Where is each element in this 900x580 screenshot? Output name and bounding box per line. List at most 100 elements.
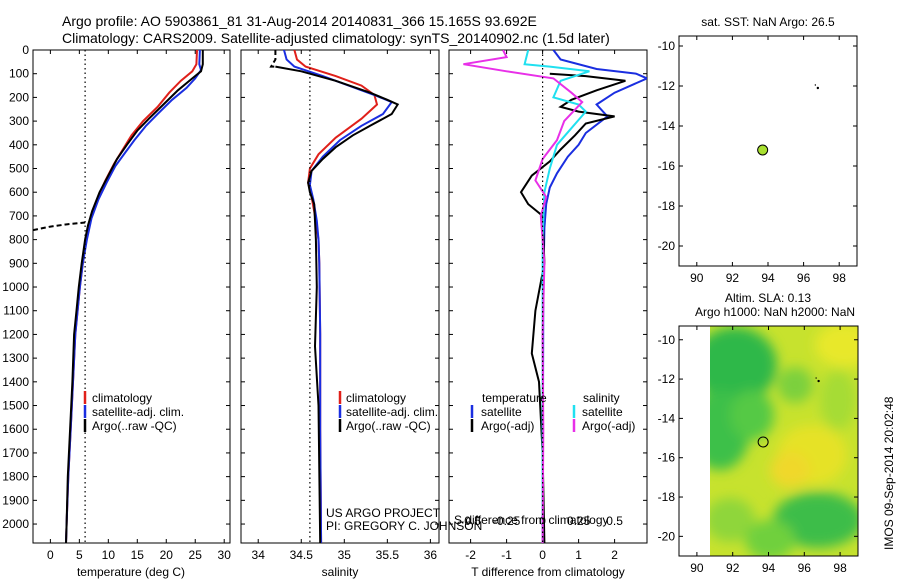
- map-x-tick-label: 90: [690, 561, 704, 575]
- x-tick-label: 0: [539, 548, 546, 562]
- x-tick-label: 35.5: [376, 548, 400, 562]
- track-dot: [814, 84, 817, 86]
- salinity-legend: climatology satellite-adj. clim. Argo(..…: [338, 391, 438, 433]
- sla-map-ticks: 90 92 94 96 98 -10 -12 -14 -16 -18 -20: [658, 326, 858, 575]
- legend-satellite: satellite-adj. clim.: [92, 405, 184, 419]
- difference-y-ticks: [449, 49, 647, 525]
- credit-project: US ARGO PROJECT: [326, 506, 441, 520]
- series-temperature-argo-adj-: [519, 72, 626, 543]
- temperature-y-ticks: 0 100 200 300 400 500 600 700 800 900 1000 1100 1200…: [2, 43, 230, 531]
- x-tick-label: 20: [160, 548, 174, 562]
- salinity-xlabel: salinity: [322, 565, 359, 579]
- series-temperature-satellite: [541, 50, 647, 543]
- y-tick-label: 500: [9, 162, 29, 176]
- legend-s-argo: Argo(-adj): [582, 419, 635, 433]
- s-tick-label: 0.5: [606, 514, 623, 528]
- track-dot: [815, 377, 817, 379]
- y-tick-label: 1200: [2, 327, 29, 341]
- y-tick-label: 900: [9, 256, 29, 270]
- sla-map-panel: Altim. SLA: 0.13 Argo h1000: NaN h2000: …: [658, 291, 859, 575]
- map-y-tick-label: -12: [658, 79, 676, 93]
- map-y-tick-label: -16: [658, 159, 676, 173]
- salinity-axes: [240, 49, 440, 544]
- temperature-lines: [33, 50, 204, 543]
- salinity-x-ticks: 34 34.5 35 35.5 36: [252, 50, 438, 562]
- map-x-tick-label: 90: [690, 271, 704, 285]
- map-y-tick-label: -18: [658, 199, 676, 213]
- map-y-tick-label: -20: [658, 239, 676, 253]
- y-tick-label: 600: [9, 185, 29, 199]
- y-tick-label: 0: [22, 43, 29, 57]
- temperature-panel: 0100200300400500600700800900100011001200…: [2, 43, 231, 579]
- track-dot: [816, 86, 820, 90]
- y-tick-label: 1600: [2, 422, 29, 436]
- series-salinity-argo-adj-: [463, 50, 584, 543]
- series-argo-qc-flagged: [33, 221, 86, 232]
- legend-climatology: climatology: [346, 391, 406, 405]
- difference-xlabel-top: S difference from climatology: [454, 513, 609, 527]
- map-x-tick-label: 96: [798, 561, 812, 575]
- series-argo-surface: [269, 50, 277, 68]
- map-y-tick-label: -14: [658, 119, 676, 133]
- y-tick-label: 1900: [2, 493, 29, 507]
- map-x-tick-label: 98: [833, 271, 847, 285]
- argo-location-marker: [757, 436, 769, 448]
- imos-watermark: IMOS 09-Sep-2014 20:02:48: [882, 396, 896, 550]
- map-x-tick-label: 92: [726, 561, 740, 575]
- map-y-tick-label: -16: [658, 451, 676, 465]
- legend-t-satellite: satellite: [481, 405, 522, 419]
- salinity-lines: [269, 50, 400, 543]
- x-tick-label: 36: [424, 548, 438, 562]
- sst-map-marks: [757, 84, 820, 156]
- y-tick-label: 2000: [2, 517, 29, 531]
- temperature-axes: [32, 49, 231, 544]
- legend-temperature-heading: temperature: [482, 391, 547, 405]
- series-argo-raw-qc-: [65, 50, 204, 543]
- series-salinity-satellite: [523, 50, 590, 543]
- x-tick-label: 25: [189, 548, 203, 562]
- sst-map-ticks: 90 92 94 96 98 -10 -12 -14 -16 -18 -20: [658, 36, 857, 285]
- s-tick-label: -0.25: [493, 514, 521, 528]
- y-tick-label: 200: [9, 90, 29, 104]
- x-tick-label: 2: [611, 548, 618, 562]
- y-tick-label: 1000: [2, 280, 29, 294]
- x-tick-label: 0: [47, 548, 54, 562]
- y-tick-label: 700: [9, 209, 29, 223]
- legend-satellite: satellite-adj. clim.: [346, 405, 438, 419]
- legend-climatology: climatology: [92, 391, 152, 405]
- legend-t-argo: Argo(-adj): [481, 419, 534, 433]
- y-tick-label: 300: [9, 114, 29, 128]
- x-tick-label: -2: [465, 548, 476, 562]
- map-y-tick-label: -12: [658, 372, 676, 386]
- x-tick-label: 15: [131, 548, 145, 562]
- salinity-panel: 34 34.5 35 35.5 36 salinity climatology sate…: [240, 49, 482, 579]
- difference-xlabel: T difference from climatology: [471, 565, 625, 579]
- map-y-tick-label: -10: [658, 39, 676, 53]
- y-tick-label: 1400: [2, 375, 29, 389]
- y-tick-label: 1500: [2, 399, 29, 413]
- map-x-tick-label: 94: [761, 271, 775, 285]
- difference-panel: -2 -1 0 1 2-0.5 -0.25 0 0.25 0.5 T difference fr…: [448, 49, 648, 579]
- legend-argo: Argo(..raw -QC): [346, 419, 431, 433]
- legend-s-satellite: satellite: [582, 405, 623, 419]
- y-tick-label: 1300: [2, 351, 29, 365]
- y-tick-label: 1800: [2, 470, 29, 484]
- series-argo-raw-qc-: [275, 65, 400, 543]
- x-tick-label: -1: [501, 548, 512, 562]
- difference-legend: temperature salinity satellite Argo(-adj…: [470, 391, 635, 433]
- y-tick-label: 1700: [2, 446, 29, 460]
- credit-pi: PI: GREGORY C. JOHNSON: [326, 519, 482, 533]
- x-tick-label: 30: [218, 548, 232, 562]
- temperature-legend: climatology satellite-adj. clim. Argo(..…: [83, 391, 184, 433]
- map-x-tick-label: 94: [762, 561, 776, 575]
- argo-location-marker: [757, 144, 769, 156]
- x-tick-label: 5: [76, 548, 83, 562]
- track-dot: [817, 379, 820, 383]
- map-y-tick-label: -20: [658, 529, 676, 543]
- temperature-xlabel: temperature (deg C): [77, 565, 185, 579]
- x-tick-label: 1: [575, 548, 582, 562]
- x-tick-label: 34.5: [290, 548, 314, 562]
- salinity-y-ticks: [241, 49, 439, 525]
- x-tick-label: 34: [252, 548, 266, 562]
